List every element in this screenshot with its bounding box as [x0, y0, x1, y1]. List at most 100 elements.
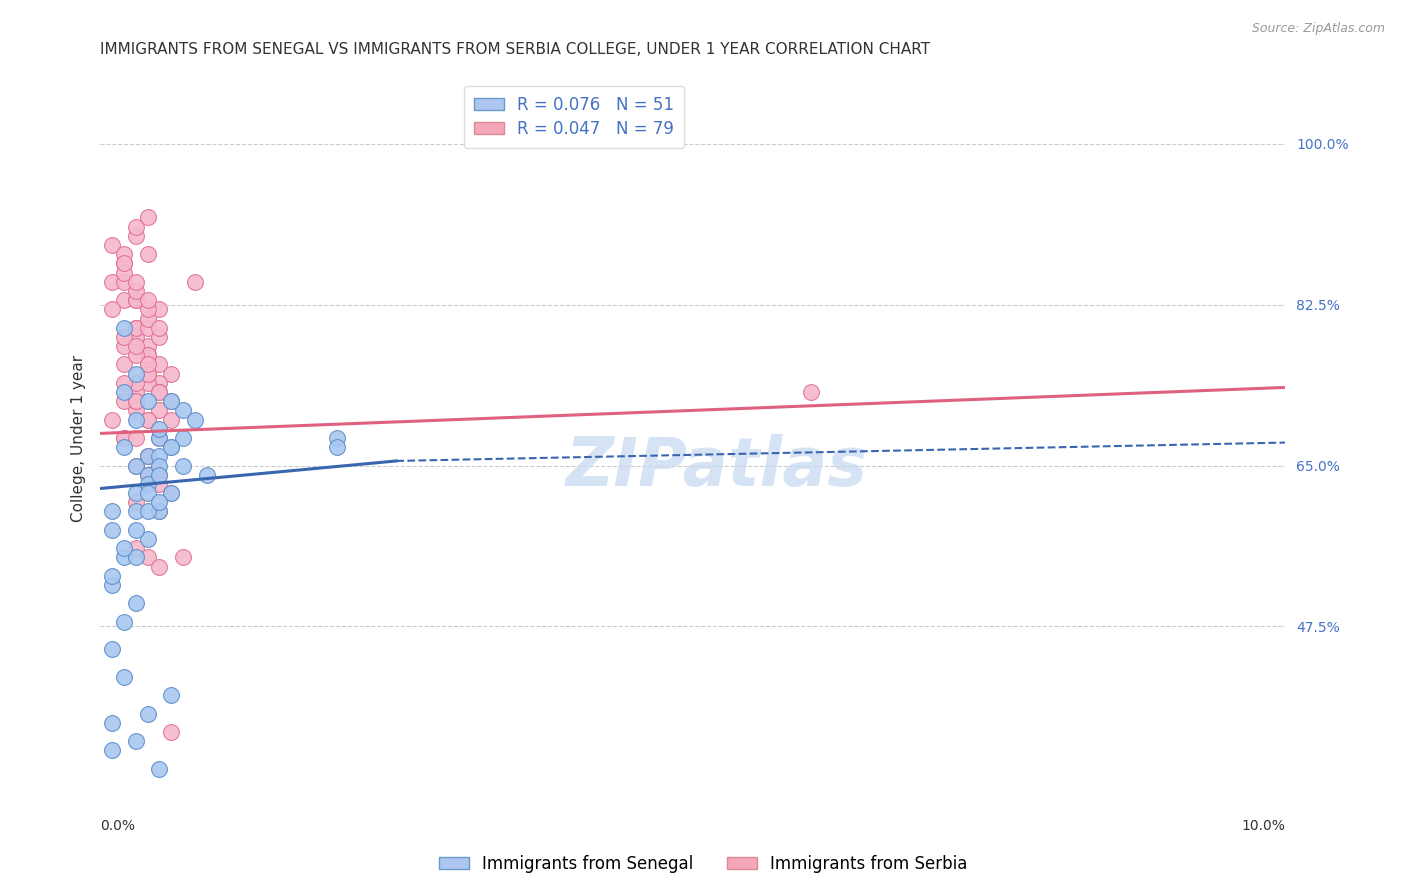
Point [136, 467, 159, 482]
Point [124, 403, 146, 417]
Point [124, 228, 146, 243]
Point [160, 394, 183, 409]
Point [148, 431, 170, 445]
Point [184, 412, 207, 426]
Point [124, 550, 146, 565]
Point [101, 275, 124, 289]
Point [124, 495, 146, 509]
Point [112, 320, 135, 334]
Point [172, 403, 194, 417]
Point [160, 725, 183, 739]
Point [124, 367, 146, 381]
Point [148, 504, 170, 518]
Point [101, 578, 124, 592]
Text: ZIPatlas: ZIPatlas [565, 434, 868, 500]
Point [160, 440, 183, 454]
Point [112, 376, 135, 390]
Point [112, 550, 135, 565]
Point [136, 467, 159, 482]
Point [136, 293, 159, 307]
Point [184, 275, 207, 289]
Point [148, 422, 170, 436]
Point [148, 358, 170, 372]
Point [124, 320, 146, 334]
Point [195, 467, 218, 482]
Point [112, 394, 135, 409]
Point [136, 348, 159, 362]
Point [136, 504, 159, 518]
Point [136, 367, 159, 381]
Point [124, 320, 146, 334]
Point [136, 532, 159, 546]
Point [112, 358, 135, 372]
Point [112, 256, 135, 270]
Point [124, 339, 146, 353]
Point [160, 486, 183, 500]
Point [148, 477, 170, 491]
Point [124, 293, 146, 307]
Point [136, 311, 159, 326]
Point [148, 559, 170, 574]
Point [112, 339, 135, 353]
Point [326, 440, 349, 454]
Point [112, 431, 135, 445]
Point [148, 330, 170, 344]
Point [101, 523, 124, 537]
Point [136, 486, 159, 500]
Point [124, 284, 146, 298]
Point [148, 504, 170, 518]
Point [124, 384, 146, 399]
Point [148, 320, 170, 334]
Point [124, 541, 146, 556]
Point [124, 412, 146, 426]
Text: IMMIGRANTS FROM SENEGAL VS IMMIGRANTS FROM SERBIA COLLEGE, UNDER 1 YEAR CORRELAT: IMMIGRANTS FROM SENEGAL VS IMMIGRANTS FR… [100, 42, 931, 57]
Point [112, 384, 135, 399]
Point [124, 376, 146, 390]
Point [136, 358, 159, 372]
Point [160, 440, 183, 454]
Point [136, 320, 159, 334]
Legend: Immigrants from Senegal, Immigrants from Serbia: Immigrants from Senegal, Immigrants from… [432, 848, 974, 880]
Point [101, 238, 124, 252]
Legend: R = 0.076   N = 51, R = 0.047   N = 79: R = 0.076 N = 51, R = 0.047 N = 79 [464, 87, 685, 148]
Point [124, 596, 146, 610]
Point [124, 394, 146, 409]
Point [326, 431, 349, 445]
Point [112, 275, 135, 289]
Point [136, 358, 159, 372]
Point [148, 458, 170, 473]
Point [148, 376, 170, 390]
Point [160, 412, 183, 426]
Point [124, 348, 146, 362]
Point [136, 450, 159, 464]
Point [101, 569, 124, 583]
Point [148, 762, 170, 776]
Point [136, 450, 159, 464]
Point [124, 523, 146, 537]
Point [124, 219, 146, 234]
Point [101, 412, 124, 426]
Point [148, 384, 170, 399]
Point [148, 403, 170, 417]
Point [101, 302, 124, 317]
Point [124, 330, 146, 344]
Point [124, 486, 146, 500]
Point [136, 339, 159, 353]
Text: 0.0%: 0.0% [100, 820, 135, 833]
Point [112, 256, 135, 270]
Point [160, 367, 183, 381]
Text: 10.0%: 10.0% [1241, 820, 1285, 833]
Point [148, 302, 170, 317]
Point [148, 467, 170, 482]
Point [101, 715, 124, 730]
Point [101, 504, 124, 518]
Point [124, 320, 146, 334]
Point [148, 495, 170, 509]
Point [112, 615, 135, 629]
Point [124, 504, 146, 518]
Point [112, 330, 135, 344]
Point [124, 458, 146, 473]
Point [124, 734, 146, 748]
Point [136, 302, 159, 317]
Point [136, 450, 159, 464]
